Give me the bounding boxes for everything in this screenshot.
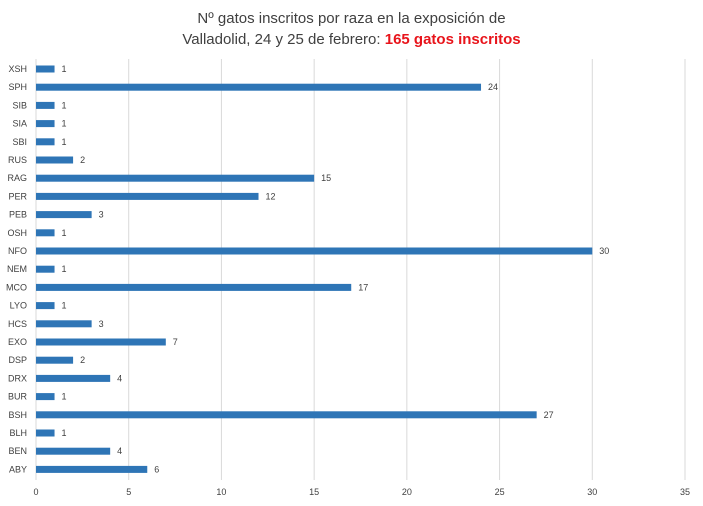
bar <box>36 192 259 200</box>
category-label: LYO <box>10 301 27 311</box>
chart-title-line1: Nº gatos inscritos por raza en la exposi… <box>197 10 506 27</box>
value-label: 1 <box>62 392 67 402</box>
value-label: 3 <box>99 319 104 329</box>
value-label: 4 <box>117 446 122 456</box>
bars <box>36 65 593 473</box>
category-labels: XSH SPH SIB SIA SBI RUS RAG PER PEB OSH NFO NEM MCO L… <box>6 64 27 474</box>
category-label: SIB <box>12 100 27 110</box>
category-label: NEM <box>7 264 27 274</box>
value-label: 15 <box>321 173 331 183</box>
value-label: 30 <box>599 246 609 256</box>
bar <box>36 374 111 382</box>
category-label: BLH <box>9 428 27 438</box>
x-tick-label: 5 <box>126 487 131 497</box>
bar <box>36 338 166 346</box>
value-label: 1 <box>62 264 67 274</box>
category-label: NFO <box>8 246 27 256</box>
bar <box>36 429 55 437</box>
x-tick-label: 0 <box>33 487 38 497</box>
bar <box>36 229 55 237</box>
category-label: OSH <box>7 228 27 238</box>
value-label: 7 <box>173 337 178 347</box>
value-label: 17 <box>358 282 368 292</box>
value-label: 1 <box>62 64 67 74</box>
bar <box>36 356 74 364</box>
category-label: PEB <box>9 210 27 220</box>
category-label: RUS <box>8 155 27 165</box>
category-label: SBI <box>12 137 27 147</box>
bar <box>36 174 315 182</box>
value-label: 2 <box>80 355 85 365</box>
x-tick-label: 20 <box>402 487 412 497</box>
bar <box>36 393 55 401</box>
x-tick-label: 25 <box>495 487 505 497</box>
category-label: HCS <box>8 319 27 329</box>
bar <box>36 283 352 291</box>
category-label: BSH <box>8 410 27 420</box>
bar <box>36 211 92 219</box>
bar <box>36 411 537 419</box>
bar <box>36 320 92 328</box>
value-label: 1 <box>62 228 67 238</box>
value-label: 27 <box>544 410 554 420</box>
value-label: 1 <box>62 100 67 110</box>
category-label: BEN <box>8 446 27 456</box>
category-label: SPH <box>8 82 27 92</box>
category-label: XSH <box>8 64 27 74</box>
bar <box>36 156 74 164</box>
chart-title: Nº gatos inscritos por raza en la exposi… <box>0 8 703 50</box>
bar <box>36 465 148 473</box>
chart-title-line2-prefix: Valladolid, 24 y 25 de febrero: <box>182 31 385 48</box>
bar <box>36 247 593 255</box>
category-label: DSP <box>8 355 27 365</box>
bar <box>36 65 55 73</box>
bar <box>36 138 55 146</box>
bar <box>36 120 55 128</box>
category-label: PER <box>8 191 27 201</box>
value-label: 1 <box>62 137 67 147</box>
category-label: DRX <box>8 373 27 383</box>
bar <box>36 83 482 91</box>
value-label: 1 <box>62 119 67 129</box>
category-label: MCO <box>6 282 27 292</box>
chart-title-line2: Valladolid, 24 y 25 de febrero: 165 gato… <box>0 29 703 50</box>
chart-title-highlight: 165 gatos inscritos <box>384 31 521 48</box>
bar <box>36 302 55 310</box>
value-label: 1 <box>62 301 67 311</box>
bar <box>36 447 111 455</box>
category-label: EXO <box>8 337 27 347</box>
category-label: RAG <box>7 173 27 183</box>
x-tick-label: 15 <box>309 487 319 497</box>
value-label: 12 <box>266 191 276 201</box>
x-tick-label: 10 <box>216 487 226 497</box>
category-label: ABY <box>9 464 27 474</box>
x-tick-labels: 0 5 10 15 20 25 30 35 <box>33 487 690 497</box>
value-label: 4 <box>117 373 122 383</box>
value-label: 1 <box>62 428 67 438</box>
category-label: BUR <box>8 392 28 402</box>
value-label: 2 <box>80 155 85 165</box>
bar <box>36 101 55 109</box>
value-label: 24 <box>488 82 498 92</box>
value-label: 6 <box>154 464 159 474</box>
category-label: SIA <box>12 119 27 129</box>
x-tick-label: 35 <box>680 487 690 497</box>
value-label: 3 <box>99 210 104 220</box>
x-tick-label: 30 <box>587 487 597 497</box>
bar <box>36 265 55 273</box>
